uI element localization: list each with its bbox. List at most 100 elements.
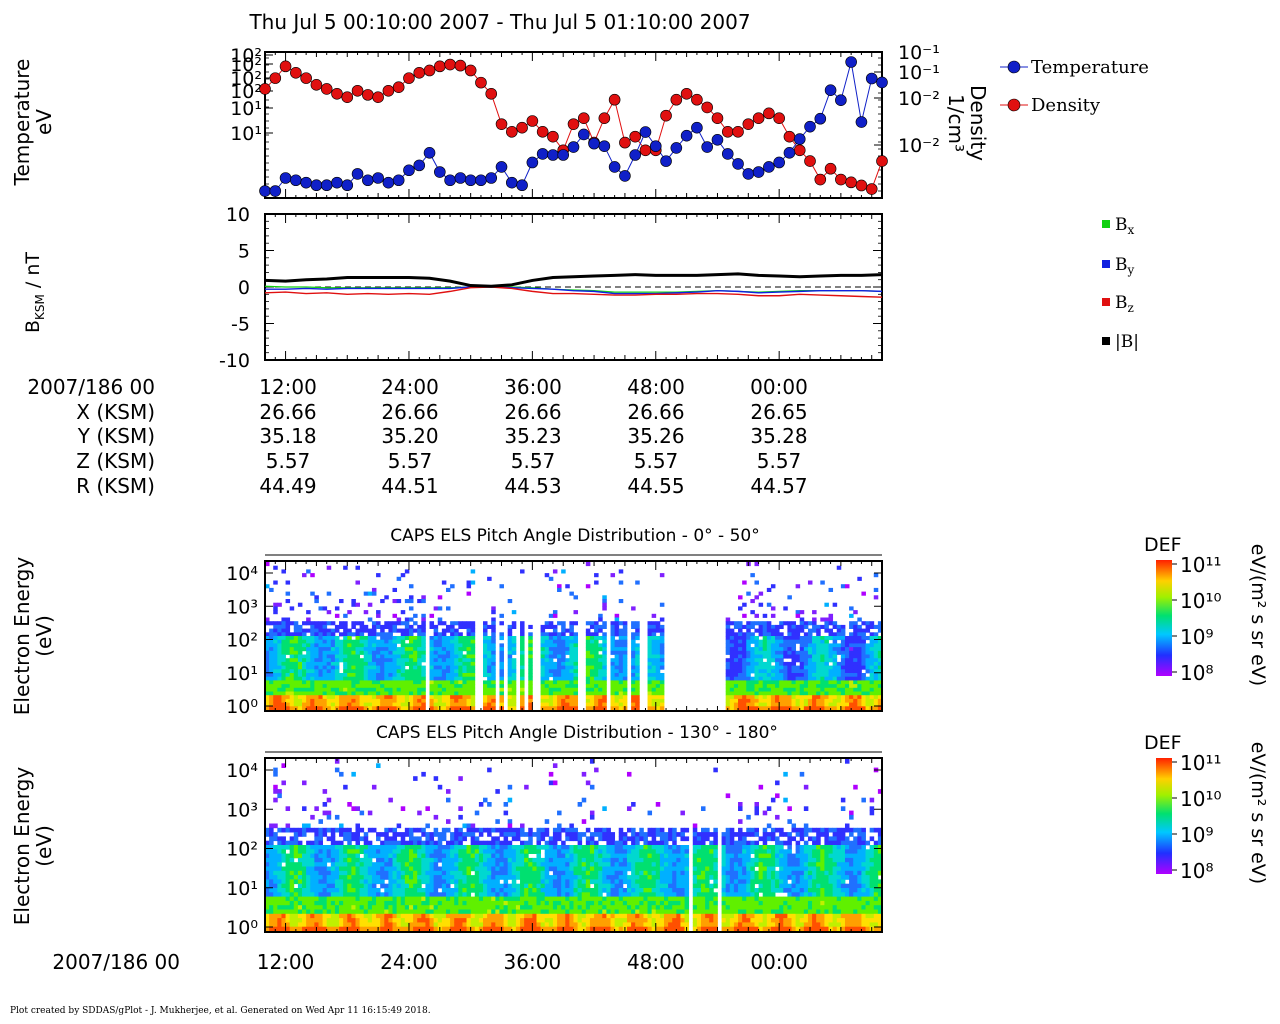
spectrogram-cell (297, 632, 303, 637)
spectrogram-cell (421, 665, 426, 670)
spectrogram-cell (437, 845, 443, 850)
spectrogram-cell (795, 706, 801, 711)
spectrogram-cell (470, 669, 476, 674)
density-point (331, 87, 343, 100)
spectrogram-cell (289, 706, 295, 711)
spectrogram-cell (474, 875, 480, 880)
ephemeris-cell: 5.57 (634, 449, 679, 473)
spectrogram-cell (355, 680, 360, 685)
spectrogram-cell (404, 702, 410, 707)
spectrogram-cell (499, 900, 504, 906)
spectrogram-cell (828, 665, 834, 670)
spectrogram-cell (807, 673, 813, 678)
spectrogram-cell (799, 610, 805, 615)
temperature-point (290, 174, 302, 187)
spectrogram-cell (297, 658, 303, 663)
spectrogram-cell (742, 706, 747, 711)
spectrogram-cell (458, 892, 463, 897)
spectrogram-cell (396, 840, 402, 846)
spectrogram-cell (857, 665, 862, 670)
spectrogram-cell (347, 610, 352, 615)
spectrogram-cell (594, 624, 599, 629)
spectrogram-cell (297, 905, 303, 910)
spectrogram-cell (812, 617, 817, 622)
spectrogram-cell (441, 883, 447, 889)
spectrogram-cell (277, 680, 282, 685)
spectrogram-cell (528, 706, 533, 711)
spectrogram-cell (306, 827, 311, 833)
ephemeris-cell: 35.23 (504, 424, 561, 448)
spectrogram-cell (334, 909, 340, 915)
spectrogram-cell (853, 702, 858, 707)
spectrogram-cell (355, 905, 360, 910)
spectrogram-cell (458, 922, 463, 928)
spectrogram-cell (289, 870, 295, 876)
spectrogram-cell (339, 866, 344, 872)
spectrogram-cell (371, 827, 377, 833)
spectrogram-cell (322, 695, 328, 700)
spectrogram-cell (824, 702, 829, 707)
spectrogram-cell (433, 845, 439, 850)
spectrogram-cell (425, 905, 430, 910)
spectrogram-cell (314, 636, 319, 641)
spectrogram-cell (565, 584, 570, 589)
spectrogram-cell (404, 909, 410, 915)
spectrogram-cell (729, 643, 735, 648)
spectrogram-cell (351, 832, 356, 837)
spectrogram-cell (376, 573, 381, 578)
spectrogram-cell (363, 661, 369, 666)
spectrogram-cell (836, 565, 842, 570)
spectrogram-cell (343, 845, 348, 850)
spectrogram-cell (483, 698, 488, 703)
density-point (526, 115, 539, 127)
spectrogram-cell (318, 849, 323, 854)
spectrogram-cell (466, 862, 472, 867)
ephemeris-cell: 26.66 (627, 400, 684, 424)
spectrogram-cell (413, 905, 418, 910)
spectrogram-cell (470, 624, 476, 629)
spectrogram-cell (844, 676, 850, 681)
spectrogram-cell (828, 687, 834, 692)
spectrogram-cell (458, 909, 463, 915)
spectrogram-cell (384, 595, 389, 600)
spectrogram-cell (334, 691, 340, 696)
spectrogram-cell (285, 892, 291, 897)
spectrogram-cell (873, 665, 879, 670)
spectrogram-cell (314, 875, 319, 880)
spectrogram-cell (487, 636, 492, 641)
spectrogram-cell (408, 632, 414, 637)
spectrogram-cell (318, 676, 323, 681)
spectrogram-cell (450, 650, 455, 655)
spectrogram-cell (425, 857, 430, 863)
spectrogram-cell (347, 676, 352, 681)
spectrogram-cell (861, 706, 866, 711)
spectrogram-cell (738, 673, 743, 678)
spectrogram-cell (528, 684, 533, 689)
spectrogram-cell (487, 905, 492, 910)
spectrogram-cell (367, 650, 373, 655)
spectrogram-cell (569, 591, 574, 596)
spectrogram-cell (347, 695, 352, 700)
spectrogram-cell (351, 706, 356, 711)
spectrogram-cell (783, 706, 788, 711)
spectrogram-cell (277, 621, 282, 626)
spectrogram-cell (631, 706, 636, 711)
spectrogram-cell (458, 695, 463, 700)
spectrogram-cell (281, 643, 286, 648)
spectrogram-cell (754, 658, 759, 663)
spectrogram-cell (454, 687, 459, 692)
spectrogram-cell (318, 857, 323, 863)
spectrogram-cell (355, 621, 360, 626)
spectrogram-cell (326, 922, 332, 928)
spectrogram-cell (265, 827, 270, 833)
spectrogram-cell (404, 569, 410, 574)
spectrogram-cell (742, 613, 747, 618)
spectrogram-cell (421, 706, 426, 711)
spectrogram-cell (565, 687, 570, 692)
spectrogram-cell (750, 639, 755, 644)
spectrogram-cell (738, 687, 743, 692)
spectrogram-cell (462, 918, 467, 923)
spectrogram-cell (795, 691, 801, 696)
spectrogram-cell (433, 862, 439, 867)
spectrogram-cell (828, 628, 834, 633)
